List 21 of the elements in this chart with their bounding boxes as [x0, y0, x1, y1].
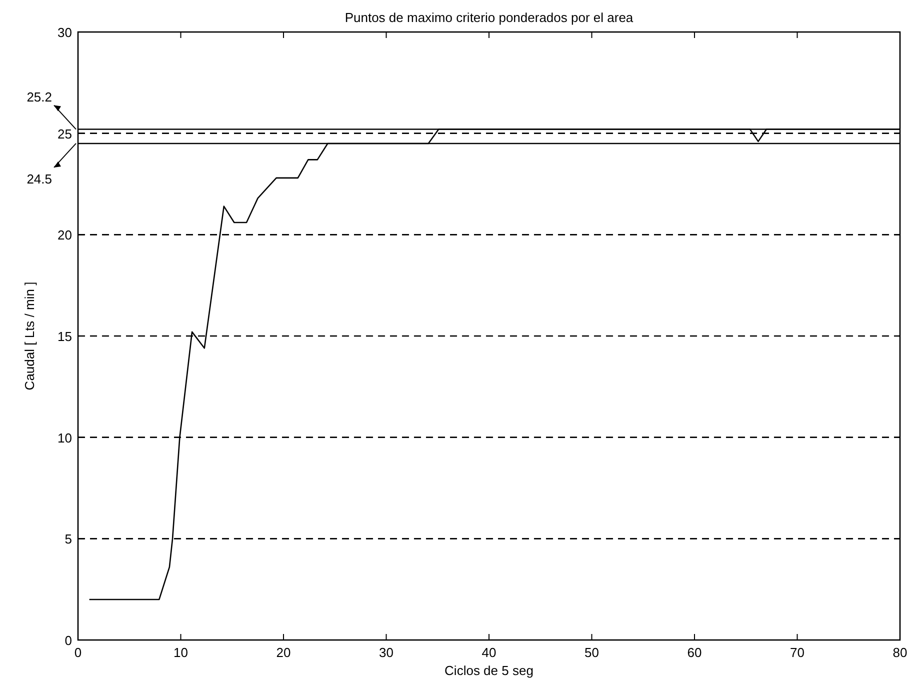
x-tick-label: 70 [790, 645, 804, 660]
x-tick-label: 0 [74, 645, 82, 660]
x-tick-label: 30 [379, 645, 394, 660]
y-axis-title: Caudal [ Lts / min ] [22, 282, 37, 390]
x-tick-label: 20 [276, 645, 291, 660]
x-tick-label: 80 [892, 645, 908, 660]
y-tick-label: 20 [58, 228, 72, 243]
y-tick-label: 25 [58, 126, 72, 142]
y-tick-label: 15 [58, 329, 72, 344]
x-tick-label: 10 [174, 645, 188, 660]
x-axis-title: Ciclos de 5 seg [444, 663, 534, 678]
x-tick-label: 50 [584, 645, 599, 660]
chart-title: Puntos de maximo criterio ponderados por el area [344, 10, 634, 25]
y-tick-label: 10 [58, 430, 72, 446]
y-tick-label: 30 [58, 25, 72, 40]
y-tick-label: 5 [64, 532, 72, 547]
y-tick-label: 0 [64, 633, 72, 648]
x-tick-label: 60 [687, 645, 702, 660]
ref-line-label: 25.2 [26, 89, 52, 104]
x-tick-label: 40 [482, 645, 496, 660]
legend-label: 24.5 [26, 171, 52, 186]
